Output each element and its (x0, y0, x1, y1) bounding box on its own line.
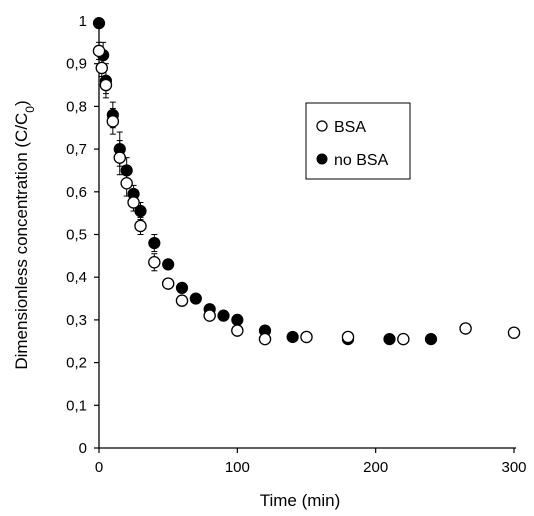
x-tick-label: 0 (95, 459, 103, 476)
point-bsa (92, 44, 106, 58)
y-tick-label: 0,9 (66, 56, 87, 73)
point-bsa (127, 196, 140, 209)
point-bsa (507, 326, 521, 339)
y-tick-label: 0,6 (66, 184, 87, 201)
point-bsa (397, 332, 410, 346)
y-tick-label: 0,1 (66, 397, 87, 414)
y-axis-title-main: Dimensionless concentration (C/C (12, 113, 31, 370)
point-bsa (148, 256, 161, 269)
y-axis-title-subscript: 0 (23, 106, 37, 113)
point-bsa (113, 151, 127, 164)
point-no-bsa (286, 330, 299, 344)
y-axis-title: Dimensionless concentration (C/C0) (12, 100, 37, 369)
point-no-bsa (120, 164, 133, 177)
point-bsa (95, 61, 109, 75)
x-tick-label: 100 (225, 459, 250, 476)
x-tick-label: 300 (501, 459, 526, 476)
data-points (92, 17, 521, 346)
y-tick-label: 0,8 (66, 98, 87, 115)
legend-label-bsa: BSA (334, 119, 366, 136)
point-bsa (258, 332, 272, 346)
point-bsa (120, 177, 133, 190)
y-tick-label: 0,5 (66, 227, 87, 244)
point-no-bsa (217, 309, 230, 322)
point-bsa (161, 277, 175, 290)
axes: 0 0,1 0,2 0,3 0,4 0,5 0,6 0,7 0,8 0,9 1 0 100 200 300 (66, 13, 526, 476)
point-bsa (459, 322, 472, 335)
point-bsa (300, 330, 313, 344)
y-tick-label: 0,3 (66, 312, 87, 329)
y-tick-label: 0,4 (66, 269, 87, 286)
y-axis-title-end: ) (12, 100, 31, 106)
point-bsa (99, 78, 113, 92)
legend-box (305, 102, 411, 180)
point-no-bsa (134, 204, 147, 218)
x-axis-title: Time (min) (260, 491, 341, 510)
point-no-bsa (148, 236, 161, 250)
y-tick-label: 0,7 (66, 141, 87, 158)
y-tick-label: 0,2 (66, 355, 87, 372)
point-bsa (134, 219, 147, 233)
legend-label-no-bsa: no BSA (334, 152, 389, 169)
point-no-bsa (383, 333, 396, 346)
point-no-bsa (92, 17, 106, 30)
point-bsa (106, 115, 120, 128)
point-no-bsa (175, 281, 189, 294)
x-tick-label: 200 (363, 459, 388, 476)
point-no-bsa (189, 292, 202, 305)
point-no-bsa (231, 313, 244, 326)
point-bsa (175, 294, 189, 307)
point-bsa (203, 309, 216, 322)
point-no-bsa (424, 333, 438, 346)
legend-marker-no-bsa (316, 153, 328, 165)
y-tick-label: 1 (79, 13, 87, 30)
point-bsa (231, 324, 244, 337)
point-bsa (341, 330, 355, 344)
legend: BSA no BSA (305, 102, 411, 180)
point-no-bsa (162, 258, 175, 271)
legend-marker-bsa (316, 120, 328, 132)
y-tick-label: 0 (79, 440, 87, 457)
